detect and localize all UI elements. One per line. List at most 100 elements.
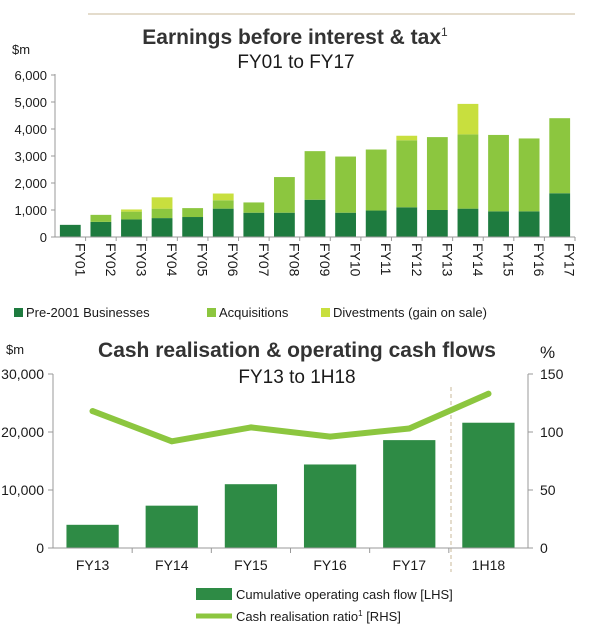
bar-pre-2001-businesses-fy14 (457, 208, 479, 237)
bar-acquisitions-fy05 (182, 208, 204, 218)
bar-divestments-gain-on-sale-fy04 (151, 197, 173, 209)
legend-label-pre2001: Pre-2001 Businesses (26, 305, 150, 320)
legend-swatch-cumulative-cash-flow (196, 588, 232, 600)
bar-pre-2001-businesses-fy01 (59, 224, 81, 237)
ebit-bars (59, 103, 571, 237)
bar-pre-2001-businesses-fy16 (518, 211, 540, 237)
ratio-point-1h18 (485, 390, 492, 397)
bar-pre-2001-businesses-fy10 (335, 212, 356, 237)
bar-pre-2001-businesses-fy09 (304, 199, 326, 237)
cash-ratio-line-group (89, 390, 492, 445)
bar-divestments-gain-on-sale-fy14 (457, 103, 479, 135)
legend-item-cumulative-cash-flow: Cumulative operating cash flow [LHS] (196, 587, 453, 602)
bar-acquisitions-fy09 (304, 151, 326, 200)
bar-acquisitions-fy12 (396, 140, 418, 208)
cash-y-tick-label-right: 100 (540, 424, 564, 440)
bar-pre-2001-businesses-fy17 (549, 193, 571, 237)
ebit-subtitle: FY01 to FY17 (237, 52, 354, 73)
cash-x-tick-label: FY14 (155, 557, 189, 573)
legend-swatch-acquisitions (207, 308, 216, 317)
cash-subtitle: FY13 to 1H18 (238, 367, 355, 388)
ratio-point-fy16 (327, 433, 334, 440)
bar-acquisitions-fy17 (549, 118, 571, 194)
bar-divestments-gain-on-sale-fy06 (212, 193, 234, 201)
bar-cumulative-cash-flow-fy13 (66, 524, 119, 548)
bar-acquisitions-fy16 (518, 138, 540, 212)
ebit-y-tick-label: 3,000 (14, 149, 47, 164)
bar-pre-2001-businesses-fy15 (488, 211, 509, 237)
cash-x-ticks: FY13 FY14 FY15 FY16 FY17 1H18 (76, 548, 506, 573)
ebit-x-tick-label: FY05 (195, 243, 211, 277)
legend-swatch-divestments (321, 308, 330, 317)
bar-acquisitions-fy03 (121, 211, 142, 220)
cash-y-tick-label-right: 0 (540, 540, 548, 556)
cash-x-tick-label: FY16 (313, 557, 347, 573)
bar-pre-2001-businesses-fy04 (151, 218, 173, 237)
legend-item-divestments: Divestments (gain on sale) (321, 305, 487, 320)
ebit-x-ticks: FY01 FY02 FY03 FY04 FY05 FY06 FY07 FY08 FY09 FY10… (72, 237, 578, 277)
legend-swatch-pre2001 (14, 308, 23, 317)
bar-acquisitions-fy15 (488, 134, 509, 212)
legend-item-acquisitions: Acquisitions (207, 305, 289, 320)
ebit-x-tick-label: FY06 (225, 243, 241, 277)
ebit-x-tick-label: FY14 (470, 243, 486, 277)
legend-label-cumulative-cash-flow: Cumulative operating cash flow [LHS] (236, 587, 453, 602)
cash-y-axis-label-right: % (540, 343, 555, 362)
legend-item-cash-realisation-ratio: Cash realisation ratio1 [RHS] (196, 609, 401, 624)
ebit-x-tick-label: FY13 (439, 243, 455, 277)
ebit-x-tick-label: FY01 (72, 243, 88, 277)
ebit-chart: Earnings before interest & tax1 FY01 to … (12, 25, 578, 320)
bar-acquisitions-fy07 (243, 202, 265, 213)
bar-cumulative-cash-flow-1h18 (462, 422, 515, 548)
bar-acquisitions-fy14 (457, 134, 479, 209)
bar-acquisitions-fy04 (151, 208, 173, 219)
legend-label-superscript: 1 (358, 609, 363, 618)
ebit-x-tick-label: FY02 (103, 243, 119, 277)
legend-label-cash-realisation-ratio: Cash realisation ratio1 [RHS] (236, 609, 401, 624)
cash-y-axis-label-left: $m (6, 342, 24, 357)
cash-title: Cash realisation & operating cash flows (98, 339, 496, 362)
legend-item-pre2001: Pre-2001 Businesses (14, 305, 150, 320)
cash-realisation-ratio-line (89, 390, 492, 445)
ebit-y-tick-label: 1,000 (14, 203, 47, 218)
ebit-x-tick-label: FY11 (378, 243, 394, 276)
ratio-point-fy15 (247, 424, 254, 431)
cash-x-tick-label: FY13 (76, 557, 110, 573)
cash-chart: $m Cash realisation & operating cash flo… (1, 339, 563, 624)
ebit-x-tick-label: FY03 (133, 243, 149, 277)
bar-pre-2001-businesses-fy05 (182, 217, 204, 237)
legend-label-acquisitions: Acquisitions (219, 305, 289, 320)
bar-acquisitions-fy08 (274, 177, 295, 213)
ebit-x-tick-label: FY15 (501, 243, 517, 277)
cash-x-tick-label: 1H18 (472, 557, 506, 573)
cash-y-tick-label-right: 150 (540, 366, 564, 382)
ebit-x-tick-label: FY17 (562, 243, 578, 277)
bar-pre-2001-businesses-fy02 (90, 221, 112, 237)
legend-label-divestments: Divestments (gain on sale) (333, 305, 487, 320)
bar-cumulative-cash-flow-fy14 (145, 505, 198, 548)
ebit-y-tick-label: 4,000 (14, 122, 47, 137)
ebit-y-tick-label: 0 (40, 230, 47, 245)
bar-pre-2001-businesses-fy11 (365, 210, 387, 237)
ebit-x-tick-label: FY10 (348, 243, 364, 277)
ratio-point-fy14 (168, 438, 175, 445)
bar-pre-2001-businesses-fy13 (426, 210, 448, 237)
bar-pre-2001-businesses-fy03 (121, 219, 142, 237)
ebit-x-tick-label: FY04 (164, 243, 180, 277)
cash-bars (66, 422, 515, 548)
ebit-legend: Pre-2001 Businesses Acquisitions Divestm… (14, 305, 487, 320)
ebit-x-tick-label: FY07 (256, 243, 272, 277)
bar-divestments-gain-on-sale-fy12 (396, 135, 418, 141)
cash-y-tick-label-right: 50 (540, 482, 556, 498)
bar-cumulative-cash-flow-fy16 (303, 464, 357, 548)
bar-acquisitions-fy13 (426, 137, 448, 210)
ebit-y-axis-label: $m (12, 42, 30, 57)
cash-x-tick-label: FY17 (393, 557, 427, 573)
bar-cumulative-cash-flow-fy15 (224, 484, 278, 548)
ebit-title: Earnings before interest & tax1 (142, 25, 448, 49)
ratio-point-fy13 (89, 408, 96, 415)
bar-acquisitions-fy10 (335, 156, 356, 213)
ebit-x-tick-label: FY08 (286, 243, 302, 277)
bar-cumulative-cash-flow-fy17 (383, 440, 436, 548)
ebit-y-ticks: 0 1,000 2,000 3,000 4,000 5,000 6,000 (14, 68, 55, 245)
